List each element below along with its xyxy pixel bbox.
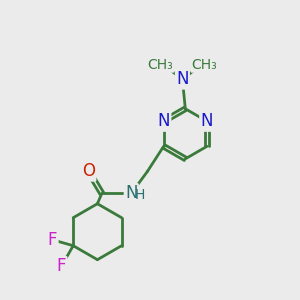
- Text: N: N: [158, 112, 170, 130]
- Text: N: N: [201, 112, 213, 130]
- Text: F: F: [57, 257, 66, 275]
- Text: N: N: [125, 184, 137, 202]
- Text: F: F: [48, 231, 57, 249]
- Text: CH₃: CH₃: [192, 58, 217, 72]
- Text: H: H: [135, 188, 145, 202]
- Text: N: N: [201, 112, 213, 130]
- Text: N: N: [176, 70, 189, 88]
- Text: N: N: [158, 112, 170, 130]
- Text: O: O: [82, 162, 95, 180]
- Text: CH₃: CH₃: [147, 58, 173, 72]
